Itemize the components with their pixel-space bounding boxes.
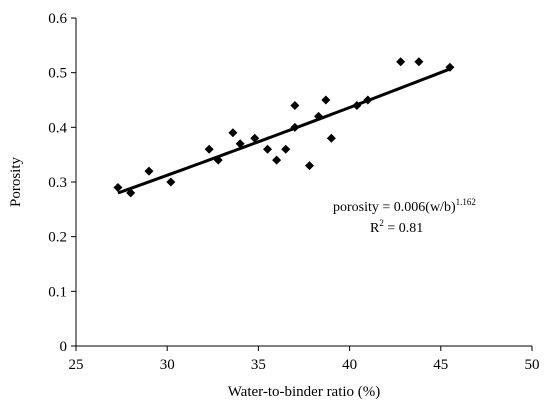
- x-tick-label: 40: [342, 357, 357, 373]
- r-squared: R2 = 0.81: [370, 218, 423, 236]
- x-tick-label: 30: [160, 357, 175, 373]
- fit-equation-exponent: 1.162: [456, 197, 476, 207]
- y-axis-title: Porosity: [8, 156, 24, 207]
- data-point: [213, 155, 223, 165]
- data-points: [113, 57, 455, 198]
- data-point: [113, 182, 123, 192]
- data-point: [281, 144, 291, 154]
- data-point: [314, 111, 324, 121]
- r-squared-symbol: R: [370, 221, 380, 236]
- trend-line: [117, 67, 451, 195]
- data-point: [304, 161, 314, 171]
- data-point: [204, 144, 214, 154]
- x-tick-label: 45: [433, 357, 448, 373]
- data-point: [290, 122, 300, 132]
- data-point: [445, 62, 455, 72]
- fit-equation-text: porosity = 0.006(w/b): [333, 200, 456, 215]
- data-point: [272, 155, 282, 165]
- y-tick-label: 0.4: [48, 120, 67, 136]
- y-tick-label: 0.2: [48, 230, 67, 246]
- y-axis-ticks: 0 0.1 0.2 0.3 0.4 0.5 0.6: [48, 11, 76, 355]
- data-point: [126, 188, 136, 198]
- x-tick-label: 25: [69, 357, 84, 373]
- fit-equation: porosity = 0.006(w/b)1.162: [333, 197, 476, 215]
- data-point: [250, 133, 260, 143]
- r-squared-value: = 0.81: [384, 221, 423, 236]
- trend-line-group: [117, 67, 451, 195]
- data-point: [166, 177, 176, 187]
- y-tick-label: 0.3: [48, 175, 67, 191]
- data-point: [144, 166, 154, 176]
- y-tick-label: 0.1: [48, 284, 67, 300]
- x-tick-label: 50: [525, 357, 540, 373]
- x-axis-ticks: 25 30 35 40 45 50: [69, 346, 540, 373]
- data-point: [263, 144, 273, 154]
- data-point: [326, 133, 336, 143]
- data-point: [290, 100, 300, 110]
- y-tick-label: 0.6: [48, 11, 67, 27]
- x-axis-title: Water-to-binder ratio (%): [228, 384, 381, 400]
- data-point: [414, 57, 424, 67]
- data-point: [321, 95, 331, 105]
- r-squared-exponent: 2: [379, 218, 384, 228]
- y-tick-label: 0: [60, 339, 68, 355]
- y-tick-label: 0.5: [48, 66, 67, 82]
- data-point: [396, 57, 406, 67]
- data-point: [363, 95, 373, 105]
- x-tick-label: 35: [251, 357, 266, 373]
- data-point: [228, 128, 238, 138]
- data-point: [235, 139, 245, 149]
- data-point: [352, 100, 362, 110]
